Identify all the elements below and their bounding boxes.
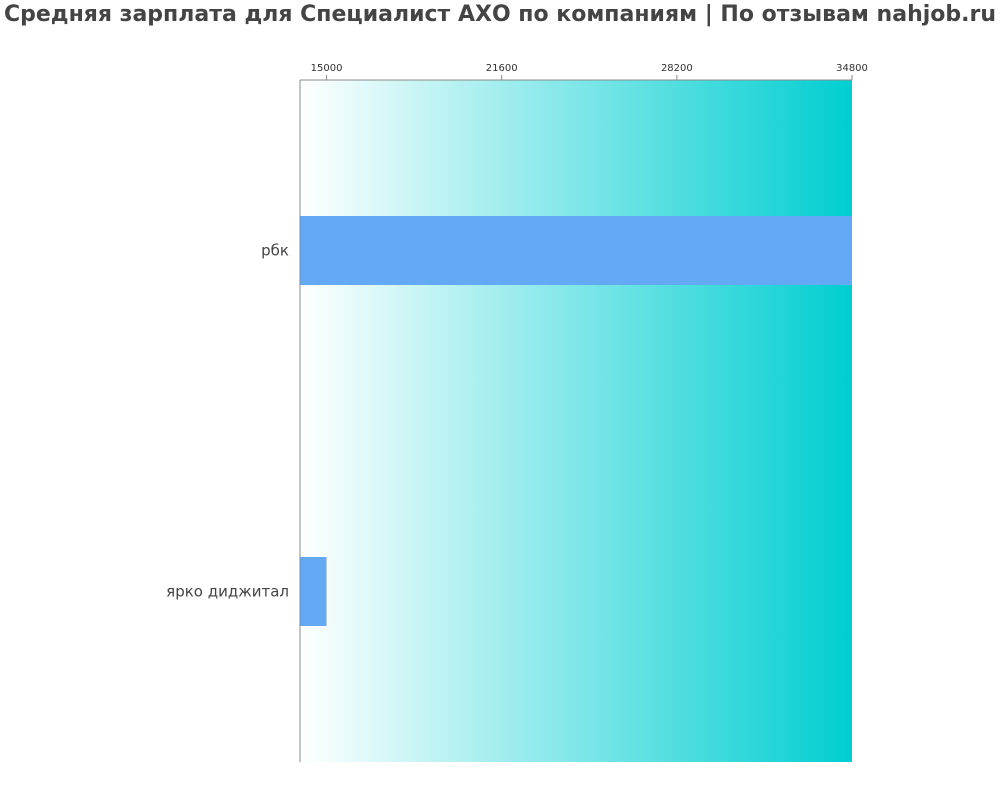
category-label: рбк <box>261 242 289 260</box>
bar-0 <box>300 216 852 285</box>
x-tick-label: 34800 <box>836 63 868 74</box>
category-label: ярко диджитал <box>166 583 289 601</box>
plot-background <box>300 80 852 762</box>
x-tick-label: 28200 <box>661 63 693 74</box>
bar-1 <box>300 557 327 626</box>
x-tick-label: 15000 <box>311 63 343 74</box>
x-tick-label: 21600 <box>486 63 518 74</box>
chart-title: Средняя зарплата для Специалист АХО по к… <box>3 2 997 27</box>
